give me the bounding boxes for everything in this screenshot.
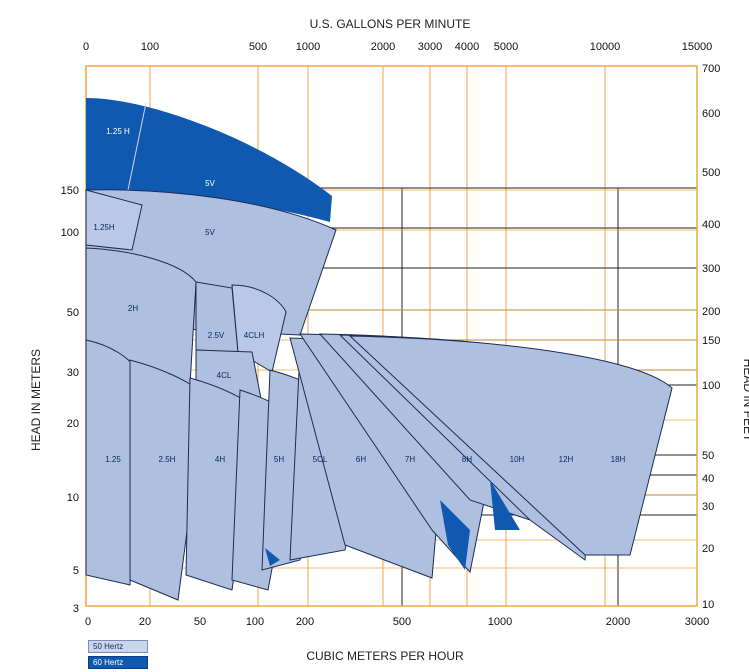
bottom-tick-label: 20 <box>139 616 151 628</box>
pump-label-50hz: 4CL <box>217 371 232 380</box>
right-tick-label: 600 <box>702 108 720 120</box>
left-tick-label: 10 <box>67 492 79 504</box>
right-tick-label: 200 <box>702 306 720 318</box>
pump-label-50hz: 1.25 <box>105 455 121 464</box>
bottom-tick-label: 500 <box>393 616 411 628</box>
left-axis-title: HEAD IN METERS <box>29 349 43 451</box>
sliver-60hz-2 <box>440 500 470 570</box>
right-tick-label: 700 <box>702 63 720 75</box>
bottom-axis-title: CUBIC METERS PER HOUR <box>306 649 464 663</box>
left-tick-label: 150 <box>61 185 79 197</box>
pump-label-50hz: 6H <box>356 455 366 464</box>
right-tick-label: 100 <box>702 380 720 392</box>
pump-labels: 1.25H 5V 2H 2.5V 4CLH 4CL 1.25 2.5H 4H 5H 5CL 6H 7H 8… <box>93 127 625 464</box>
top-tick-label: 15000 <box>682 41 713 53</box>
top-axis-title: U.S. GALLONS PER MINUTE <box>310 17 471 31</box>
top-tick-label: 1000 <box>296 41 320 53</box>
top-tick-label: 5000 <box>494 41 518 53</box>
bottom-tick-label: 0 <box>85 616 91 628</box>
right-tick-label: 30 <box>702 501 714 513</box>
pump-label-50hz: 1.25H <box>93 223 115 232</box>
top-tick-label: 500 <box>249 41 267 53</box>
pump-label-50hz: 2.5H <box>159 455 176 464</box>
right-tick-label: 400 <box>702 219 720 231</box>
pump-label-60hz: 1.25 H <box>106 127 130 136</box>
bottom-tick-label: 3000 <box>685 616 709 628</box>
bottom-tick-label: 100 <box>246 616 264 628</box>
right-tick-label: 300 <box>702 263 720 275</box>
pump-label-50hz: 12H <box>559 455 574 464</box>
bottom-tick-label: 50 <box>194 616 206 628</box>
sliver-60hz-3 <box>490 480 520 530</box>
left-tick-label: 20 <box>67 418 79 430</box>
pump-label-50hz: 5H <box>274 455 284 464</box>
left-tick-label: 30 <box>67 367 79 379</box>
legend-60-hertz: 60 Hertz <box>88 656 148 669</box>
right-tick-label: 40 <box>702 473 714 485</box>
right-tick-label: 500 <box>702 167 720 179</box>
right-tick-label: 10 <box>702 599 714 611</box>
left-tick-label: 50 <box>67 307 79 319</box>
pump-label-60hz: 5V <box>205 179 215 188</box>
left-tick-label: 3 <box>73 603 79 615</box>
bottom-tick-label: 2000 <box>606 616 630 628</box>
legend-50-label: 50 Hertz <box>93 642 124 651</box>
pump-label-50hz: 4CLH <box>244 331 265 340</box>
left-tick-label: 5 <box>73 565 79 577</box>
right-tick-label: 150 <box>702 335 720 347</box>
legend-50-hertz: 50 Hertz <box>88 640 148 653</box>
pump-label-50hz: 5V <box>205 228 215 237</box>
pump-label-50hz: 8H <box>462 455 472 464</box>
pump-label-50hz: 10H <box>510 455 525 464</box>
curve-1-25h <box>85 189 143 251</box>
bottom-tick-label: 200 <box>296 616 314 628</box>
sliver-60hz-1 <box>265 548 280 566</box>
right-axis-title: HEAD IN FEET <box>741 359 749 442</box>
pump-label-50hz: 7H <box>405 455 415 464</box>
curve-2-5v <box>195 281 239 353</box>
pump-label-50hz: 18H <box>611 455 626 464</box>
right-tick-label: 50 <box>702 450 714 462</box>
top-tick-label: 2000 <box>371 41 395 53</box>
pump-label-50hz: 4H <box>215 455 225 464</box>
top-tick-label: 10000 <box>590 41 621 53</box>
curve-18h <box>348 335 673 556</box>
right-tick-label: 20 <box>702 543 714 555</box>
pump-label-50hz: 2.5V <box>208 331 225 340</box>
pump-label-50hz: 5CL <box>313 455 328 464</box>
axis-ticks: 0 100 500 1000 2000 3000 4000 5000 10000 15000 0 20… <box>61 41 721 628</box>
pump-label-50hz: 2H <box>128 304 138 313</box>
top-tick-label: 3000 <box>418 41 442 53</box>
top-tick-label: 4000 <box>455 41 479 53</box>
bottom-tick-label: 1000 <box>488 616 512 628</box>
curve-4clh <box>231 284 287 373</box>
top-tick-label: 0 <box>83 41 89 53</box>
legend-60-label: 60 Hertz <box>93 658 124 667</box>
top-tick-label: 100 <box>141 41 159 53</box>
left-tick-label: 100 <box>61 227 79 239</box>
divider-60hz <box>127 102 147 191</box>
